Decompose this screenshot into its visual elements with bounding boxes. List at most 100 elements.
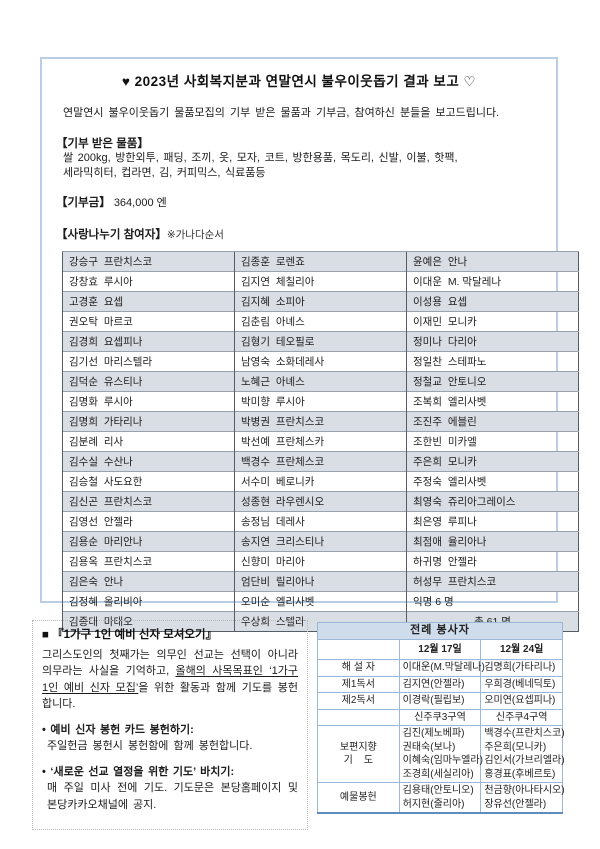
report-section: ♥ 2023년 사회복지분과 연말연시 불우이웃돕기 결과 보고 ♡ 연말연시 … bbox=[40, 57, 579, 632]
participant-cell: 이재민 모니카 bbox=[406, 310, 579, 331]
liturgy-title: 전례 봉사자 bbox=[317, 622, 563, 640]
participant-cell: 주은희 모니카 bbox=[406, 450, 579, 471]
table-row: 김명화 루시아 박미향 루시아 조복희 엘리사벳 bbox=[62, 390, 579, 411]
participant-cell: 김신곤 프란치스코 bbox=[62, 490, 235, 511]
participant-cell: 박미향 루시아 bbox=[234, 390, 407, 411]
liturgy-col-dec17: 12월 17일 bbox=[398, 638, 482, 660]
table-row: 김용옥 프란치스코 신향미 마리아 하귀명 안젤라 bbox=[62, 550, 579, 571]
table-row: 고경훈 요셉 김지혜 소피아 이성용 요셉 bbox=[62, 290, 579, 311]
participant-cell: 남영숙 소화데레사 bbox=[234, 350, 407, 371]
donated-goods-line2: 세라믹히터, 컵라면, 김, 커피믹스, 식료품등 bbox=[63, 166, 266, 179]
liturgy-cell: 천금향(아나타시오) 장유선(안젤라) bbox=[480, 782, 565, 814]
table-row: 김덕순 유스티나 노혜근 아녜스 정철교 안토니오 bbox=[62, 370, 579, 391]
liturgy-row-reading2: 제2독서 이경락(필립보) 오미연(요셉피나) bbox=[317, 692, 563, 710]
participant-cell: 주정숙 엘리사벳 bbox=[406, 470, 579, 491]
liturgy-cell: 김진(제노베파) 권태숙(보나) 이혜숙(임마누엘라) 조경희(세실리아) bbox=[398, 725, 483, 783]
participants-heading: 【사랑나누기 참여자】 bbox=[56, 228, 167, 241]
participant-cell: 김형기 테오필로 bbox=[234, 330, 407, 351]
participant-cell: 김지연 체칠리아 bbox=[234, 270, 407, 291]
mission-bullet-prayer: • ‘새로운 선교 열정을 위한 기도’ 바치기: 매 주일 미사 전에 기도.… bbox=[42, 764, 298, 814]
participant-cell: 송정님 데레사 bbox=[234, 510, 407, 531]
table-row: 김승철 사도요한 서수미 베로니카 주정숙 엘리사벳 bbox=[62, 470, 579, 491]
participant-cell: 최영숙 쥬리아그레이스 bbox=[406, 490, 579, 511]
participant-cell: 고경훈 요셉 bbox=[62, 290, 235, 311]
participant-cell: 송지연 크리스티나 bbox=[234, 530, 407, 551]
liturgy-corner-cell bbox=[317, 638, 400, 660]
anonymous-count-cell: 익명 6 명 bbox=[406, 590, 579, 611]
participant-cell: 허성무 프란치스코 bbox=[406, 570, 579, 591]
participant-cell: 서수미 베로니카 bbox=[234, 470, 407, 491]
liturgy-row-offertory: 예물봉헌 김용태(안토니오) 허지현(줄리아) 천금향(아나타시오) 장유선(안… bbox=[317, 782, 565, 814]
participant-cell: 김수실 수산나 bbox=[62, 450, 235, 471]
participant-cell: 정일찬 스테파노 bbox=[406, 350, 579, 371]
table-row: 강승구 프란치스코 김종훈 로렌죠 윤예은 안나 bbox=[62, 250, 579, 271]
participant-cell: 권오탁 마르코 bbox=[62, 310, 235, 331]
table-row: 권오탁 마르코 김춘림 아녜스 이재민 모니카 bbox=[62, 310, 579, 331]
liturgy-cell: 김지연(안젤라) bbox=[398, 675, 482, 693]
mission-bullet-prayer-title: • ‘새로운 선교 열정을 위한 기도’ 바치기: bbox=[42, 765, 235, 778]
participant-cell: 김승철 사도요한 bbox=[62, 470, 235, 491]
participant-cell: 김은숙 안나 bbox=[62, 570, 235, 591]
participants-heading-row: 【사랑나누기 참여자】※가나다순서 bbox=[56, 226, 542, 242]
table-row: 김용순 마리안나 송지연 크리스티나 최점애 율리아나 bbox=[62, 530, 579, 551]
liturgy-district-cell: 신주쿠4구역 bbox=[480, 708, 563, 726]
participant-cell: 성종현 라우렌시오 bbox=[234, 490, 407, 511]
participant-cell: 백경수 프란체스코 bbox=[234, 450, 407, 471]
participant-cell: 최점애 율리아나 bbox=[406, 530, 579, 551]
mission-bullet-card-title: • 예비 신자 봉헌 카드 봉헌하기: bbox=[42, 723, 194, 736]
participant-cell: 윤예은 안나 bbox=[406, 250, 579, 271]
table-row: 김수실 수산나 백경수 프란체스코 주은희 모니카 bbox=[62, 450, 579, 471]
participants-sort-note: ※가나다순서 bbox=[166, 228, 224, 241]
participant-cell: 정미나 다리아 bbox=[406, 330, 579, 351]
participant-cell: 노혜근 아녜스 bbox=[234, 370, 407, 391]
table-row: 김기선 마리스텔라 남영숙 소화데레사 정일찬 스테파노 bbox=[62, 350, 579, 371]
donation-heading: 【기부금】 bbox=[56, 196, 111, 209]
mission-bullet-card: • 예비 신자 봉헌 카드 봉헌하기: 주일헌금 봉헌시 봉헌함에 함께 봉헌합… bbox=[42, 722, 298, 755]
donated-goods: 【기부 받은 물품】 쌀 200kg, 방한외투, 패딩, 조끼, 옷, 모자,… bbox=[56, 135, 542, 181]
liturgy-cell: 백경수(프란치스코) 주은희(모니카) 김인서(가브리엘라) 홍경표(후베르토) bbox=[480, 725, 565, 783]
liturgy-col-dec24: 12월 24일 bbox=[480, 638, 563, 660]
liturgy-cell: 이대운(M.막달레나) bbox=[398, 659, 485, 677]
participant-cell: 엄단비 릴리아나 bbox=[234, 570, 407, 591]
participant-cell: 김정혜 올리비아 bbox=[62, 590, 235, 611]
table-row: 강창효 루시아 김지연 체칠리아 이대운 M. 막달레나 bbox=[62, 270, 579, 291]
participant-cell: 김명화 루시아 bbox=[62, 390, 235, 411]
participant-cell: 신향미 마리아 bbox=[234, 550, 407, 571]
liturgy-row-universal-prayer: 보편지향 기 도 김진(제노베파) 권태숙(보나) 이혜숙(임마누엘라) 조경희… bbox=[317, 725, 565, 783]
donated-goods-heading: 【기부 받은 물품】 bbox=[56, 137, 149, 150]
participants-table: 강승구 프란치스코 김종훈 로렌죠 윤예은 안나 강창효 루시아 김지연 체칠리아 이대… bbox=[62, 250, 579, 632]
liturgy-role-label: 보편지향 기 도 bbox=[317, 725, 400, 783]
participant-cell: 하귀명 안젤라 bbox=[406, 550, 579, 571]
liturgy-cell: 오미연(요셉피나) bbox=[480, 692, 563, 710]
liturgy-row-district: 신주쿠3구역 신주쿠4구역 bbox=[317, 708, 563, 726]
liturgy-district-cell: 신주쿠3구역 bbox=[398, 708, 482, 726]
participant-cell: 김용순 마리안나 bbox=[62, 530, 235, 551]
participant-cell: 김기선 마리스텔라 bbox=[62, 350, 235, 371]
table-row: 김영선 안젤라 송정님 데레사 최은영 루피나 bbox=[62, 510, 579, 531]
participant-cell: 조진주 에블린 bbox=[406, 410, 579, 431]
mission-paragraph-lead: 그리스도인의 첫째가는 의무인 선교는 선택이 아니라 의무라는 사실을 기억하… bbox=[42, 648, 298, 678]
liturgy-table-body: 전례 봉사자 12월 17일 12월 24일 해 설 자 이대운(M.막달레나)… bbox=[317, 622, 565, 814]
participant-cell: 김지혜 소피아 bbox=[234, 290, 407, 311]
participant-cell: 정철교 안토니오 bbox=[406, 370, 579, 391]
donated-goods-line1: 쌀 200kg, 방한외투, 패딩, 조끼, 옷, 모자, 코트, 방한용품, … bbox=[63, 151, 458, 164]
table-row: 김명희 가타리나 박병권 프란치스코 조진주 에블린 bbox=[62, 410, 579, 431]
liturgy-row-reading1: 제1독서 김지연(안젤라) 우희경(베네딕토) bbox=[317, 675, 563, 693]
participant-cell: 김명희 가타리나 bbox=[62, 410, 235, 431]
participant-cell: 박선예 프란체스카 bbox=[234, 430, 407, 451]
table-row: 김신곤 프란치스코 성종현 라우렌시오 최영숙 쥬리아그레이스 bbox=[62, 490, 579, 511]
liturgy-cell: 우희경(베네딕토) bbox=[480, 675, 563, 693]
liturgy-row-commentator: 해 설 자 이대운(M.막달레나) 김명희(가타리나) bbox=[317, 659, 563, 677]
table-row: 김정혜 올리비아 오미순 엘리사벳 익명 6 명 bbox=[62, 590, 579, 611]
participant-cell: 김용옥 프란치스코 bbox=[62, 550, 235, 571]
participant-cell: 조복희 엘리사벳 bbox=[406, 390, 579, 411]
table-row: 김분례 리사 박선예 프란체스카 조한빈 미카엘 bbox=[62, 430, 579, 451]
participant-cell: 이대운 M. 막달레나 bbox=[406, 270, 579, 291]
participant-cell: 이성용 요셉 bbox=[406, 290, 579, 311]
liturgy-title-row: 전례 봉사자 bbox=[317, 622, 563, 640]
table-row: 김경희 요셉피나 김형기 테오필로 정미나 다리아 bbox=[62, 330, 579, 351]
mission-section: ■ 『1가구 1인 예비 신자 모셔오기』 그리스도인의 첫째가는 의무인 선교… bbox=[32, 620, 308, 830]
participant-cell: 강창효 루시아 bbox=[62, 270, 235, 291]
report-intro: 연말연시 불우이웃돕기 물품모집의 기부 받은 물품과 기부금, 참여하신 분들… bbox=[63, 107, 500, 119]
participant-cell: 김영선 안젤라 bbox=[62, 510, 235, 531]
